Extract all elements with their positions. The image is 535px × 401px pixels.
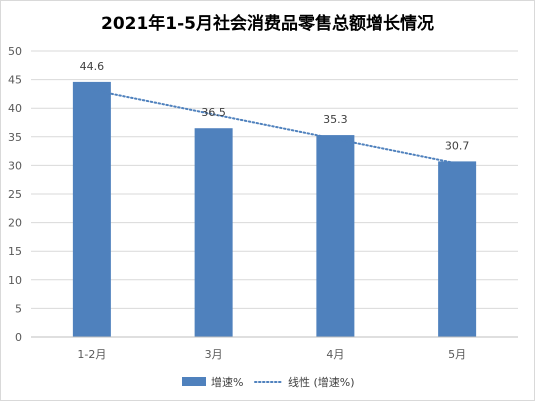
y-tick-label: 50 bbox=[8, 45, 22, 58]
bar bbox=[194, 128, 233, 337]
y-tick-label: 40 bbox=[8, 102, 22, 115]
legend-label-trend: 线性 (增速%) bbox=[288, 375, 355, 389]
chart-title: 2021年1-5月社会消费品零售总额增长情况 bbox=[100, 14, 435, 34]
data-label: 36.5 bbox=[201, 106, 226, 119]
x-tick-label: 4月 bbox=[326, 348, 344, 361]
bar bbox=[438, 161, 477, 337]
y-tick-label: 20 bbox=[8, 217, 22, 230]
bar bbox=[316, 135, 355, 337]
y-tick-label: 35 bbox=[8, 131, 22, 144]
legend-label-series: 增速% bbox=[211, 375, 243, 389]
y-tick-label: 15 bbox=[8, 245, 22, 258]
data-label: 35.3 bbox=[323, 113, 348, 126]
data-label: 30.7 bbox=[445, 139, 470, 152]
y-tick-label: 30 bbox=[8, 159, 22, 172]
y-tick-label: 10 bbox=[8, 274, 22, 287]
y-tick-label: 45 bbox=[8, 74, 22, 87]
bar bbox=[72, 81, 111, 337]
x-tick-label: 3月 bbox=[205, 348, 223, 361]
y-tick-label: 0 bbox=[15, 331, 22, 344]
x-tick-label: 1-2月 bbox=[77, 348, 106, 361]
y-tick-label: 5 bbox=[15, 302, 22, 315]
legend-bar-swatch bbox=[182, 377, 206, 386]
y-tick-label: 25 bbox=[8, 188, 22, 201]
trendline bbox=[90, 88, 459, 165]
x-tick-label: 5月 bbox=[448, 348, 466, 361]
data-label: 44.6 bbox=[80, 60, 105, 73]
